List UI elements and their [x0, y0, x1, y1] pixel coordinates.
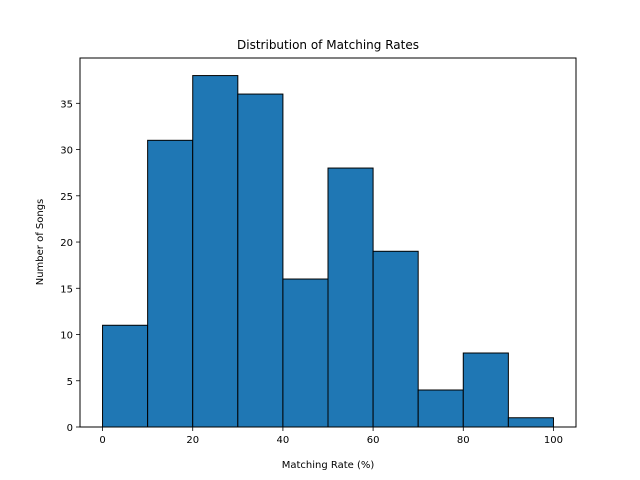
- x-tick-label: 80: [457, 435, 470, 446]
- bars-group: [102, 75, 554, 428]
- x-axis-label: Matching Rate (%): [282, 460, 375, 471]
- y-tick-label: 10: [60, 331, 73, 342]
- y-tick-label: 25: [60, 192, 73, 203]
- y-tick-label: 20: [60, 238, 73, 249]
- y-tick-label: 35: [60, 99, 73, 110]
- y-axis-label: Number of Songs: [35, 199, 46, 286]
- x-axis-ticks: 0 20 40 60 80 100: [99, 427, 563, 446]
- histogram-bar-0: [102, 324, 149, 428]
- chart-title: Distribution of Matching Rates: [237, 38, 419, 52]
- histogram-bar-8: [462, 352, 509, 428]
- histogram-bar-6: [372, 250, 419, 428]
- y-tick-label: 0: [67, 423, 73, 434]
- x-tick-label: 40: [277, 435, 290, 446]
- histogram-bar-3: [237, 93, 284, 428]
- histogram-bar-4: [282, 278, 329, 428]
- x-tick-label: 100: [544, 435, 563, 446]
- y-axis-ticks: 0 5 10 15 20 25 30 35: [60, 99, 80, 434]
- x-tick-label: 60: [367, 435, 380, 446]
- y-tick-label: 30: [60, 146, 73, 157]
- x-tick-label: 20: [186, 435, 199, 446]
- plot-frame: [79, 57, 577, 428]
- histogram-bar-1: [147, 139, 194, 428]
- histogram-bar-2: [192, 75, 239, 428]
- histogram-bar-7: [417, 389, 464, 428]
- y-tick-label: 15: [60, 284, 73, 295]
- x-tick-label: 0: [99, 435, 105, 446]
- histogram-bar-9: [507, 417, 554, 428]
- histogram-bar-5: [327, 167, 374, 428]
- y-tick-label: 5: [67, 377, 73, 388]
